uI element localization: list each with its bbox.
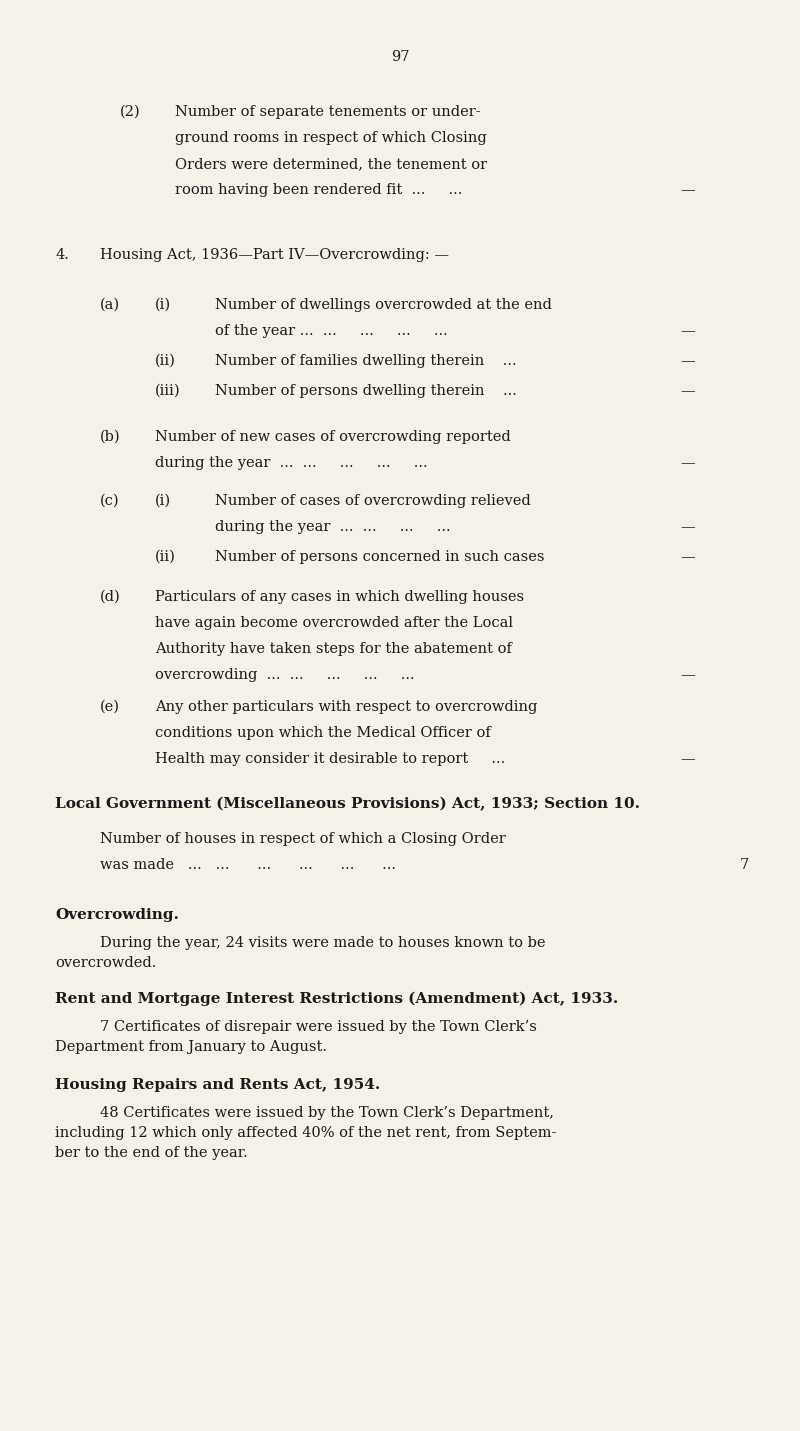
Text: including 12 which only affected 40% of the net rent, from Septem-: including 12 which only affected 40% of … [55, 1126, 556, 1141]
Text: Local Government (Miscellaneous Provisions) Act, 1933; Section 10.: Local Government (Miscellaneous Provisio… [55, 797, 640, 811]
Text: 97: 97 [390, 50, 410, 64]
Text: 7: 7 [740, 859, 750, 871]
Text: Authority have taken steps for the abatement of: Authority have taken steps for the abate… [155, 643, 512, 655]
Text: (d): (d) [100, 590, 121, 604]
Text: (c): (c) [100, 494, 120, 508]
Text: 4.: 4. [55, 248, 69, 262]
Text: overcrowded.: overcrowded. [55, 956, 156, 970]
Text: Rent and Mortgage Interest Restrictions (Amendment) Act, 1933.: Rent and Mortgage Interest Restrictions … [55, 992, 618, 1006]
Text: Number of separate tenements or under-: Number of separate tenements or under- [175, 104, 481, 119]
Text: (ii): (ii) [155, 550, 176, 564]
Text: (a): (a) [100, 298, 120, 312]
Text: was made   ...   ...      ...      ...      ...      ...: was made ... ... ... ... ... ... [100, 859, 396, 871]
Text: —: — [680, 519, 694, 534]
Text: (iii): (iii) [155, 384, 181, 398]
Text: Number of persons dwelling therein    ...: Number of persons dwelling therein ... [215, 384, 517, 398]
Text: ground rooms in respect of which Closing: ground rooms in respect of which Closing [175, 132, 486, 145]
Text: (2): (2) [120, 104, 141, 119]
Text: (ii): (ii) [155, 353, 176, 368]
Text: Number of cases of overcrowding relieved: Number of cases of overcrowding relieved [215, 494, 530, 508]
Text: Housing Repairs and Rents Act, 1954.: Housing Repairs and Rents Act, 1954. [55, 1078, 380, 1092]
Text: Number of dwellings overcrowded at the end: Number of dwellings overcrowded at the e… [215, 298, 552, 312]
Text: (b): (b) [100, 429, 121, 444]
Text: Particulars of any cases in which dwelling houses: Particulars of any cases in which dwelli… [155, 590, 524, 604]
Text: —: — [680, 550, 694, 564]
Text: overcrowding  ...  ...     ...     ...     ...: overcrowding ... ... ... ... ... [155, 668, 414, 683]
Text: during the year  ...  ...     ...     ...     ...: during the year ... ... ... ... ... [155, 456, 428, 469]
Text: of the year ...  ...     ...     ...     ...: of the year ... ... ... ... ... [215, 323, 448, 338]
Text: Any other particulars with respect to overcrowding: Any other particulars with respect to ov… [155, 700, 538, 714]
Text: room having been rendered fit  ...     ...: room having been rendered fit ... ... [175, 183, 462, 197]
Text: Health may consider it desirable to report     ...: Health may consider it desirable to repo… [155, 753, 506, 766]
Text: Number of persons concerned in such cases: Number of persons concerned in such case… [215, 550, 545, 564]
Text: —: — [680, 323, 694, 338]
Text: —: — [680, 668, 694, 683]
Text: Orders were determined, the tenement or: Orders were determined, the tenement or [175, 157, 487, 170]
Text: ber to the end of the year.: ber to the end of the year. [55, 1146, 248, 1161]
Text: Number of houses in respect of which a Closing Order: Number of houses in respect of which a C… [100, 831, 506, 846]
Text: 7 Certificates of disrepair were issued by the Town Clerk’s: 7 Certificates of disrepair were issued … [100, 1020, 537, 1035]
Text: conditions upon which the Medical Officer of: conditions upon which the Medical Office… [155, 726, 490, 740]
Text: have again become overcrowded after the Local: have again become overcrowded after the … [155, 615, 513, 630]
Text: (e): (e) [100, 700, 120, 714]
Text: —: — [680, 753, 694, 766]
Text: (i): (i) [155, 494, 171, 508]
Text: (i): (i) [155, 298, 171, 312]
Text: during the year  ...  ...     ...     ...: during the year ... ... ... ... [215, 519, 450, 534]
Text: Number of new cases of overcrowding reported: Number of new cases of overcrowding repo… [155, 429, 510, 444]
Text: During the year, 24 visits were made to houses known to be: During the year, 24 visits were made to … [100, 936, 546, 950]
Text: Overcrowding.: Overcrowding. [55, 909, 179, 922]
Text: —: — [680, 456, 694, 469]
Text: —: — [680, 353, 694, 368]
Text: 48 Certificates were issued by the Town Clerk’s Department,: 48 Certificates were issued by the Town … [100, 1106, 554, 1120]
Text: Number of families dwelling therein    ...: Number of families dwelling therein ... [215, 353, 517, 368]
Text: Department from January to August.: Department from January to August. [55, 1040, 327, 1055]
Text: —: — [680, 183, 694, 197]
Text: —: — [680, 384, 694, 398]
Text: Housing Act, 1936—Part IV—Overcrowding: —: Housing Act, 1936—Part IV—Overcrowding: … [100, 248, 449, 262]
